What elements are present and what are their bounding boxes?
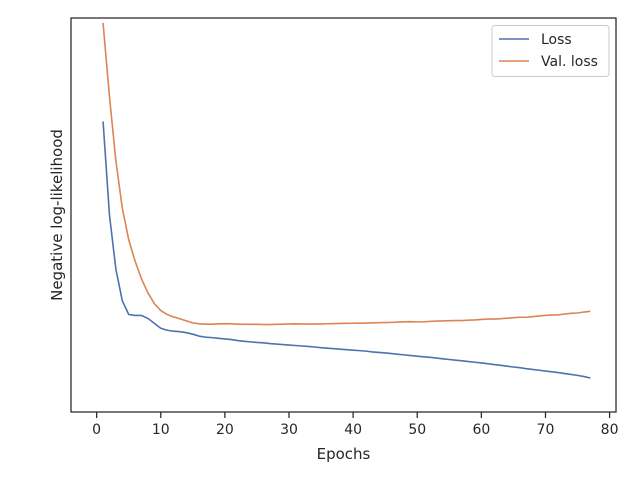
x-tick-label: 70 [537, 422, 555, 438]
x-axis-ticks: 0 10 20 30 40 50 60 70 80 [92, 412, 619, 438]
x-tick-label: 0 [92, 422, 101, 438]
series-layer [102, 22, 591, 379]
series-line-1 [102, 22, 591, 326]
plot-area [71, 18, 616, 412]
x-tick-label: 50 [408, 422, 426, 438]
plot-frame [70, 17, 617, 413]
y-axis-label: Negative log-likelihood [48, 129, 66, 301]
series-line-0 [102, 121, 591, 379]
x-tick-label: 60 [472, 422, 490, 438]
x-tick-label: 20 [216, 422, 234, 438]
x-tick-label: 10 [152, 422, 170, 438]
x-tick-label: 80 [601, 422, 619, 438]
x-tick-label: 40 [344, 422, 362, 438]
legend-label-loss: Loss [541, 32, 572, 48]
x-tick-label: 30 [280, 422, 298, 438]
legend-label-val-loss: Val. loss [541, 54, 598, 70]
legend: Loss Val. loss [491, 25, 610, 77]
x-axis-label: Epochs [317, 445, 371, 463]
